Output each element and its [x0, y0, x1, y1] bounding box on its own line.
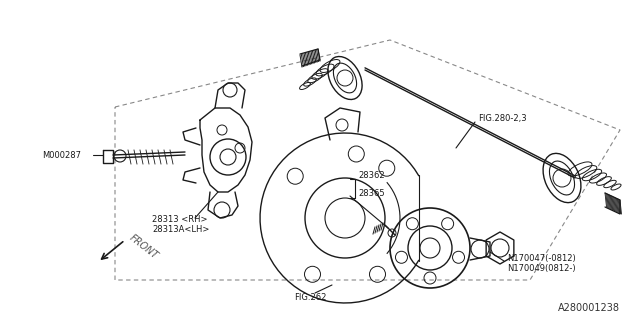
Text: N170047(-0812): N170047(-0812) — [507, 253, 576, 262]
Text: 28313A<LH>: 28313A<LH> — [152, 226, 209, 235]
Text: M000287: M000287 — [42, 150, 81, 159]
Text: A280001238: A280001238 — [558, 303, 620, 313]
Text: FIG.262: FIG.262 — [294, 293, 326, 302]
Text: 28313 <RH>: 28313 <RH> — [152, 215, 207, 225]
Text: 28362: 28362 — [358, 171, 385, 180]
Text: 28365: 28365 — [358, 188, 385, 197]
Text: N170049(0812-): N170049(0812-) — [507, 263, 575, 273]
Text: FIG.280-2,3: FIG.280-2,3 — [478, 114, 527, 123]
Text: FRONT: FRONT — [128, 233, 161, 261]
